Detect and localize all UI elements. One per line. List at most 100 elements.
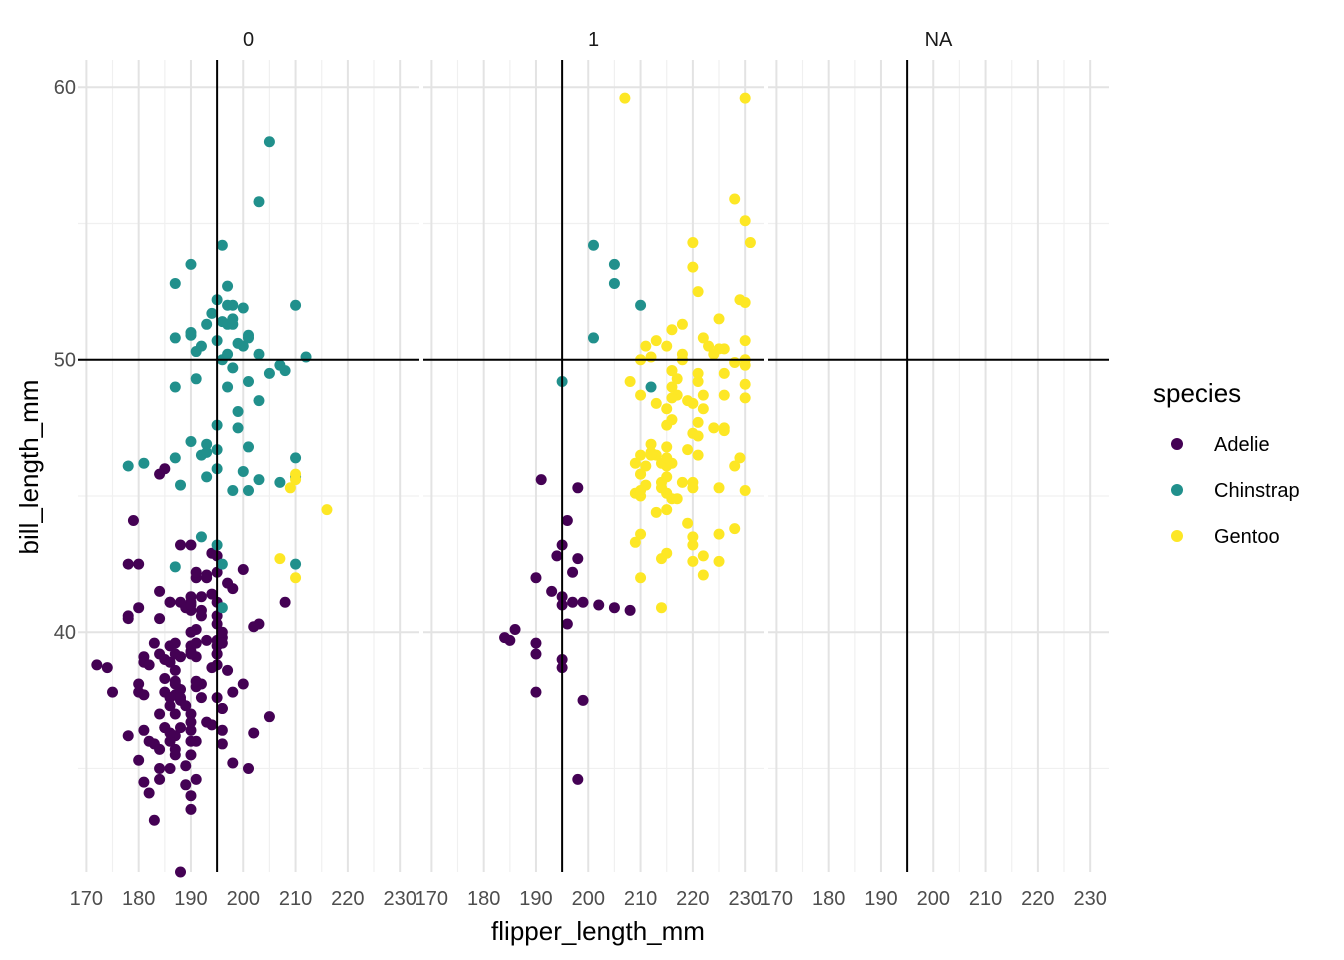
data-point-gentoo bbox=[661, 403, 673, 415]
data-point-chinstrap bbox=[608, 258, 620, 270]
data-point-chinstrap bbox=[253, 474, 265, 486]
data-point-gentoo bbox=[290, 572, 302, 584]
data-point-gentoo bbox=[692, 416, 704, 428]
data-point-gentoo bbox=[661, 487, 673, 499]
data-point-adelie bbox=[180, 779, 192, 791]
data-point-gentoo bbox=[729, 356, 741, 368]
data-point-adelie bbox=[190, 675, 202, 687]
data-point-gentoo bbox=[635, 468, 647, 480]
legend: species Adelie Chinstrap Gentoo bbox=[1153, 378, 1300, 548]
data-point-adelie bbox=[216, 703, 228, 715]
data-point-gentoo bbox=[687, 261, 699, 273]
data-point-gentoo bbox=[708, 422, 720, 434]
data-point-chinstrap bbox=[195, 340, 207, 352]
data-point-adelie bbox=[169, 743, 181, 755]
x-tick-label: 180 bbox=[122, 888, 155, 910]
data-point-gentoo bbox=[718, 425, 730, 437]
data-point-gentoo bbox=[739, 378, 751, 390]
data-point-chinstrap bbox=[263, 136, 275, 148]
data-point-adelie bbox=[195, 610, 207, 622]
data-point-chinstrap bbox=[588, 332, 599, 344]
data-point-gentoo bbox=[650, 397, 662, 409]
data-point-adelie bbox=[143, 659, 155, 671]
data-point-gentoo bbox=[635, 449, 647, 461]
data-point-adelie bbox=[572, 553, 584, 565]
legend-label-adelie: Adelie bbox=[1214, 434, 1270, 456]
data-point-gentoo bbox=[629, 457, 641, 469]
data-point-adelie bbox=[169, 637, 181, 649]
data-point-chinstrap bbox=[232, 406, 244, 417]
data-point-gentoo bbox=[718, 343, 730, 355]
legend-label-chinstrap: Chinstrap bbox=[1214, 480, 1300, 502]
data-point-chinstrap bbox=[290, 558, 302, 570]
legend-key-chinstrap bbox=[1171, 484, 1183, 496]
data-point-chinstrap bbox=[195, 531, 207, 543]
data-point-gentoo bbox=[676, 476, 688, 488]
facet-panel-na: NA 170 180 190 200 210 220 230 bbox=[760, 29, 1109, 910]
data-point-adelie bbox=[279, 596, 291, 608]
data-point-gentoo bbox=[321, 504, 333, 516]
data-point-adelie bbox=[195, 692, 207, 704]
data-point-adelie bbox=[154, 773, 166, 785]
data-point-adelie bbox=[185, 708, 197, 720]
data-point-chinstrap bbox=[201, 471, 213, 483]
data-point-gentoo bbox=[645, 438, 657, 450]
data-point-adelie bbox=[608, 602, 620, 614]
data-point-adelie bbox=[530, 686, 542, 698]
data-point-gentoo bbox=[729, 460, 741, 472]
data-point-chinstrap bbox=[190, 373, 202, 385]
x-tick-label: 230 bbox=[728, 888, 761, 910]
data-point-adelie bbox=[175, 722, 187, 734]
x-tick-label: 220 bbox=[1021, 888, 1054, 910]
data-point-adelie bbox=[201, 569, 213, 581]
data-point-chinstrap bbox=[206, 307, 218, 319]
data-point-chinstrap bbox=[635, 299, 647, 311]
data-point-adelie bbox=[572, 482, 584, 494]
data-point-adelie bbox=[185, 626, 197, 638]
data-point-adelie bbox=[572, 773, 584, 785]
data-point-adelie bbox=[138, 724, 150, 736]
x-tick-label: 230 bbox=[1073, 888, 1106, 910]
data-point-chinstrap bbox=[237, 465, 249, 477]
data-point-adelie bbox=[206, 719, 218, 731]
data-point-adelie bbox=[185, 648, 197, 660]
data-point-gentoo bbox=[666, 414, 678, 426]
data-point-gentoo bbox=[687, 555, 699, 567]
data-point-adelie bbox=[164, 692, 176, 704]
data-point-gentoo bbox=[671, 373, 683, 385]
data-point-gentoo bbox=[650, 335, 662, 347]
data-point-chinstrap bbox=[201, 438, 213, 450]
data-point-gentoo bbox=[650, 506, 662, 518]
data-point-chinstrap bbox=[169, 381, 181, 393]
data-point-adelie bbox=[248, 621, 260, 633]
data-point-adelie bbox=[154, 708, 166, 720]
data-point-gentoo bbox=[718, 389, 730, 401]
legend-title: species bbox=[1153, 378, 1241, 408]
data-point-chinstrap bbox=[175, 479, 187, 491]
data-point-adelie bbox=[148, 814, 160, 826]
x-tick-label: 210 bbox=[279, 888, 312, 910]
data-point-gentoo bbox=[739, 297, 751, 309]
data-point-adelie bbox=[190, 773, 202, 785]
data-point-gentoo bbox=[661, 452, 673, 464]
data-point-adelie bbox=[154, 468, 166, 480]
data-point-gentoo bbox=[682, 517, 694, 529]
data-point-gentoo bbox=[692, 376, 704, 388]
data-point-adelie bbox=[127, 515, 139, 526]
data-point-gentoo bbox=[692, 286, 704, 298]
data-point-adelie bbox=[133, 678, 145, 690]
data-point-adelie bbox=[624, 604, 636, 616]
data-point-chinstrap bbox=[232, 337, 244, 349]
facet-strip-label: 1 bbox=[588, 29, 599, 51]
data-point-adelie bbox=[122, 558, 134, 570]
data-point-gentoo bbox=[687, 482, 699, 494]
data-point-adelie bbox=[154, 585, 166, 597]
data-point-chinstrap bbox=[290, 452, 302, 464]
data-point-adelie bbox=[169, 708, 181, 720]
data-point-gentoo bbox=[682, 444, 694, 456]
data-point-adelie bbox=[530, 637, 542, 649]
data-point-chinstrap bbox=[185, 435, 197, 447]
x-tick-label: 210 bbox=[969, 888, 1002, 910]
data-point-gentoo bbox=[703, 340, 715, 352]
data-point-adelie bbox=[535, 474, 547, 486]
